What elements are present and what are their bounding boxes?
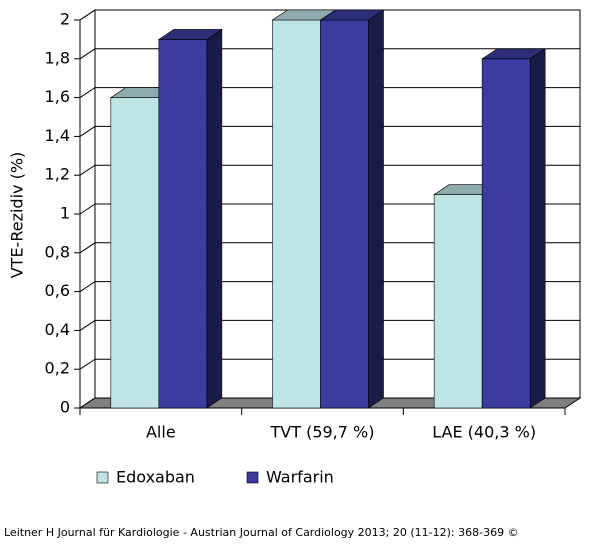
y-tick-label: 1 — [60, 204, 70, 223]
bar — [158, 39, 208, 409]
bar-top — [319, 9, 385, 21]
bar — [481, 58, 531, 409]
y-axis-title: VTE-Rezidiv (%) — [8, 152, 27, 279]
grid-line — [79, 281, 580, 293]
grid-line — [79, 9, 580, 21]
bar-side — [368, 9, 384, 409]
legend-swatch — [246, 471, 259, 484]
y-tick-label: 0,2 — [45, 359, 70, 378]
bar-side — [529, 48, 546, 409]
legend-label: Warfarin — [266, 468, 334, 487]
x-tick-label: Alle — [146, 423, 176, 442]
grid-line — [79, 358, 580, 370]
source: Leitner H Journal für Kardiologie - Aust… — [4, 526, 519, 539]
bar — [320, 19, 369, 409]
y-tick-label: 0,4 — [45, 320, 70, 339]
grid-line — [79, 164, 580, 176]
y-tick-label: 1,6 — [45, 87, 70, 106]
legend-label: Edoxaban — [116, 468, 195, 487]
grid-line — [79, 319, 580, 331]
y-tick-label: 0,6 — [45, 281, 70, 300]
bar — [110, 97, 160, 409]
y-tick-label: 1,4 — [45, 126, 70, 145]
bar-side — [206, 28, 223, 409]
bar-top — [157, 29, 223, 40]
grid-line — [79, 125, 580, 137]
grid-line — [79, 242, 580, 254]
grid-line — [79, 87, 580, 99]
legend-swatch — [96, 471, 109, 484]
grid-line — [79, 48, 580, 60]
y-tick-label: 1,8 — [45, 48, 70, 67]
y-tick-label: 0,8 — [45, 242, 70, 261]
bar — [433, 194, 483, 409]
bar-top — [481, 48, 547, 60]
x-tick-label: LAE (40,3 %) — [432, 423, 536, 442]
x-tick-label: TVT (59,7 %) — [270, 423, 375, 442]
y-tick-label: 0 — [60, 398, 70, 417]
y-tick-label: 1,2 — [45, 165, 70, 184]
y-tick-label: 2 — [60, 10, 70, 29]
grid-line — [79, 203, 580, 215]
bar — [272, 19, 321, 409]
